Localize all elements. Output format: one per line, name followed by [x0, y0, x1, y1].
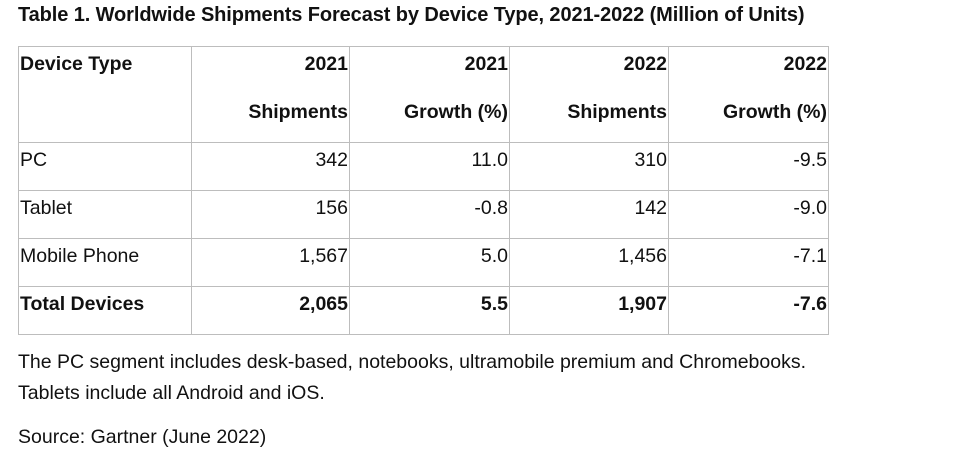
device-type-cell: PC — [18, 142, 192, 191]
value-cell: -0.8 — [349, 190, 510, 239]
table-row: Tablet 156 -0.8 142 -9.0 — [18, 190, 829, 239]
value-cell: 310 — [509, 142, 669, 191]
value-cell: -7.1 — [668, 238, 829, 287]
column-header-metric: Shipments — [191, 94, 350, 143]
device-type-cell: Tablet — [18, 190, 192, 239]
value-cell: -9.5 — [668, 142, 829, 191]
column-header-metric: Growth (%) — [668, 94, 829, 143]
shipments-table: Device Type 2021 2021 2022 2022 Shipment… — [18, 46, 829, 335]
note-line-tablet: Tablets include all Android and iOS. — [18, 382, 325, 404]
value-cell: 11.0 — [349, 142, 510, 191]
source-note: Source: Gartner (June 2022) — [18, 426, 267, 448]
column-header-year: 2021 — [191, 46, 350, 95]
value-cell: 142 — [509, 190, 669, 239]
column-header-device-type: Device Type — [18, 46, 192, 95]
table-row: Mobile Phone 1,567 5.0 1,456 -7.1 — [18, 238, 829, 287]
value-cell: 342 — [191, 142, 350, 191]
header-row-metric: Shipments Growth (%) Shipments Growth (%… — [18, 94, 829, 143]
table-title: Table 1. Worldwide Shipments Forecast by… — [18, 4, 805, 26]
value-cell: -9.0 — [668, 190, 829, 239]
total-label-cell: Total Devices — [18, 286, 192, 335]
column-header-metric: Growth (%) — [349, 94, 510, 143]
column-header-year: 2021 — [349, 46, 510, 95]
total-value-cell: 5.5 — [349, 286, 510, 335]
column-header-year: 2022 — [668, 46, 829, 95]
total-value-cell: -7.6 — [668, 286, 829, 335]
total-value-cell: 2,065 — [191, 286, 350, 335]
column-header-year: 2022 — [509, 46, 669, 95]
value-cell: 5.0 — [349, 238, 510, 287]
device-type-cell: Mobile Phone — [18, 238, 192, 287]
table-notes: The PC segment includes desk-based, note… — [18, 347, 806, 409]
value-cell: 1,456 — [509, 238, 669, 287]
value-cell: 1,567 — [191, 238, 350, 287]
column-header-empty — [18, 94, 192, 143]
total-value-cell: 1,907 — [509, 286, 669, 335]
note-line-pc: The PC segment includes desk-based, note… — [18, 351, 806, 373]
column-header-metric: Shipments — [509, 94, 669, 143]
table-row: PC 342 11.0 310 -9.5 — [18, 142, 829, 191]
value-cell: 156 — [191, 190, 350, 239]
header-row-year: Device Type 2021 2021 2022 2022 — [18, 46, 829, 95]
total-row: Total Devices 2,065 5.5 1,907 -7.6 — [18, 286, 829, 335]
